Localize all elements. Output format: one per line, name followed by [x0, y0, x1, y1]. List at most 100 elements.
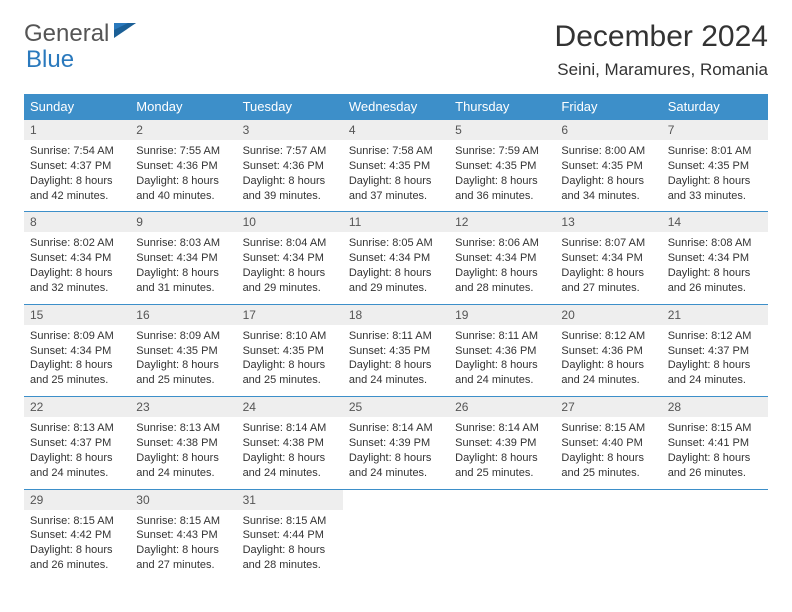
- day-detail-cell: Sunrise: 8:14 AMSunset: 4:39 PMDaylight:…: [343, 417, 449, 489]
- month-title: December 2024: [555, 20, 768, 54]
- daylight-text: Daylight: 8 hours and 25 minutes.: [243, 358, 337, 388]
- day-number: 16: [136, 308, 149, 322]
- day-detail-cell: Sunrise: 8:15 AMSunset: 4:44 PMDaylight:…: [237, 510, 343, 581]
- day-number-cell: 2: [130, 120, 236, 141]
- day-number-cell: 8: [24, 212, 130, 233]
- day-number-cell: 14: [662, 212, 768, 233]
- sunrise-text: Sunrise: 8:08 AM: [668, 236, 762, 251]
- daylight-text: Daylight: 8 hours and 42 minutes.: [30, 174, 124, 204]
- daylight-text: Daylight: 8 hours and 29 minutes.: [243, 266, 337, 296]
- day-header: Friday: [555, 94, 661, 120]
- day-number: 2: [136, 123, 143, 137]
- day-detail-cell: Sunrise: 7:57 AMSunset: 4:36 PMDaylight:…: [237, 140, 343, 212]
- sunrise-text: Sunrise: 7:54 AM: [30, 144, 124, 159]
- day-number-cell: 9: [130, 212, 236, 233]
- sunrise-text: Sunrise: 8:14 AM: [243, 421, 337, 436]
- daylight-text: Daylight: 8 hours and 25 minutes.: [561, 451, 655, 481]
- day-detail-cell: Sunrise: 8:15 AMSunset: 4:41 PMDaylight:…: [662, 417, 768, 489]
- daylight-text: Daylight: 8 hours and 24 minutes.: [668, 358, 762, 388]
- sunrise-text: Sunrise: 7:58 AM: [349, 144, 443, 159]
- week-detail-row: Sunrise: 8:15 AMSunset: 4:42 PMDaylight:…: [24, 510, 768, 581]
- week-detail-row: Sunrise: 8:09 AM Sunset: 4:34 PM Daylight:…: [24, 325, 768, 397]
- day-number: 18: [349, 308, 362, 322]
- day-number: 19: [455, 308, 468, 322]
- flag-icon: [114, 23, 136, 46]
- day-number: 23: [136, 400, 149, 414]
- week-daynum-row: 293031: [24, 489, 768, 510]
- sunset-text: Sunset: 4:34 PM: [243, 251, 337, 266]
- day-detail-cell: Sunrise: 8:12 AMSunset: 4:36 PMDaylight:…: [555, 325, 661, 397]
- day-number: 7: [668, 123, 675, 137]
- sunset-text: Sunset: 4:34 PM: [30, 251, 124, 266]
- calendar-page: General December 2024 Seini, Maramures, …: [0, 0, 792, 612]
- daylight-text: Daylight: 8 hours and 27 minutes.: [136, 543, 230, 573]
- day-header: Thursday: [449, 94, 555, 120]
- day-number-cell: 31: [237, 489, 343, 510]
- daylight-text: Daylight: 8 hours and 32 minutes.: [30, 266, 124, 296]
- daylight-text: Daylight: 8 hours and 31 minutes.: [136, 266, 230, 296]
- sunrise-text: Sunrise: 8:09 AM: [136, 329, 230, 344]
- daylight-text: Daylight: 8 hours and 25 minutes.: [455, 451, 549, 481]
- day-number: 25: [349, 400, 362, 414]
- sunrise-text: Sunrise: 8:15 AM: [668, 421, 762, 436]
- day-number: 29: [30, 493, 43, 507]
- sunset-text: Sunset: 4:36 PM: [136, 159, 230, 174]
- brand-logo: General: [24, 20, 137, 48]
- day-number: 26: [455, 400, 468, 414]
- day-number: 6: [561, 123, 568, 137]
- day-detail-cell: Sunrise: 8:08 AMSunset: 4:34 PMDaylight:…: [662, 232, 768, 304]
- day-detail-cell: Sunrise: 7:58 AMSunset: 4:35 PMDaylight:…: [343, 140, 449, 212]
- sunrise-text: Sunrise: 8:05 AM: [349, 236, 443, 251]
- day-detail-cell: Sunrise: 8:13 AMSunset: 4:38 PMDaylight:…: [130, 417, 236, 489]
- sunset-text: Sunset: 4:34 PM: [30, 344, 124, 359]
- brand-part2-wrap: Blue: [24, 46, 74, 74]
- day-detail-cell: Sunrise: 8:12 AMSunset: 4:37 PMDaylight:…: [662, 325, 768, 397]
- day-detail-cell: Sunrise: 8:03 AMSunset: 4:34 PMDaylight:…: [130, 232, 236, 304]
- sunrise-text: Sunrise: 8:00 AM: [561, 144, 655, 159]
- sunrise-text: Sunrise: 8:14 AM: [349, 421, 443, 436]
- week-daynum-row: 1234567: [24, 120, 768, 141]
- sunrise-text: Sunrise: 8:10 AM: [243, 329, 337, 344]
- week-detail-row: Sunrise: 8:13 AMSunset: 4:37 PMDaylight:…: [24, 417, 768, 489]
- sunrise-text: Sunrise: 7:57 AM: [243, 144, 337, 159]
- sunset-text: Sunset: 4:35 PM: [349, 159, 443, 174]
- day-number-cell: [449, 489, 555, 510]
- sunrise-text: Sunrise: 8:01 AM: [668, 144, 762, 159]
- day-detail-cell: Sunrise: 8:15 AMSunset: 4:43 PMDaylight:…: [130, 510, 236, 581]
- week-daynum-row: 15161718192021: [24, 304, 768, 325]
- day-number-cell: [343, 489, 449, 510]
- sunset-text: Sunset: 4:35 PM: [136, 344, 230, 359]
- day-number: 3: [243, 123, 250, 137]
- day-number-cell: [662, 489, 768, 510]
- day-number-cell: 29: [24, 489, 130, 510]
- sunrise-text: Sunrise: 8:12 AM: [561, 329, 655, 344]
- day-number-cell: [555, 489, 661, 510]
- daylight-text: Daylight: 8 hours and 27 minutes.: [561, 266, 655, 296]
- sunrise-text: Sunrise: 8:15 AM: [561, 421, 655, 436]
- day-number-cell: 11: [343, 212, 449, 233]
- day-number: 9: [136, 215, 143, 229]
- day-detail-cell: Sunrise: 8:07 AMSunset: 4:34 PMDaylight:…: [555, 232, 661, 304]
- day-number: 28: [668, 400, 681, 414]
- day-number-cell: 22: [24, 397, 130, 418]
- day-detail-cell: [449, 510, 555, 581]
- day-number-cell: 3: [237, 120, 343, 141]
- day-detail-cell: Sunrise: 8:02 AMSunset: 4:34 PMDaylight:…: [24, 232, 130, 304]
- sunrise-text: Sunrise: 7:59 AM: [455, 144, 549, 159]
- sunset-text: Sunset: 4:40 PM: [561, 436, 655, 451]
- day-detail-cell: Sunrise: 7:54 AMSunset: 4:37 PMDaylight:…: [24, 140, 130, 212]
- daylight-text: Daylight: 8 hours and 39 minutes.: [243, 174, 337, 204]
- day-header: Monday: [130, 94, 236, 120]
- week-detail-row: Sunrise: 7:54 AMSunset: 4:37 PMDaylight:…: [24, 140, 768, 212]
- sunrise-text: Sunrise: 8:03 AM: [136, 236, 230, 251]
- day-detail-cell: Sunrise: 8:00 AMSunset: 4:35 PMDaylight:…: [555, 140, 661, 212]
- day-detail-cell: [343, 510, 449, 581]
- header-row: General December 2024 Seini, Maramures, …: [24, 20, 768, 80]
- day-number-cell: 15: [24, 304, 130, 325]
- sunset-text: Sunset: 4:34 PM: [668, 251, 762, 266]
- day-number: 5: [455, 123, 462, 137]
- sunset-text: Sunset: 4:36 PM: [561, 344, 655, 359]
- daylight-text: Daylight: 8 hours and 24 minutes.: [349, 358, 443, 388]
- day-number-cell: 6: [555, 120, 661, 141]
- day-number-cell: 4: [343, 120, 449, 141]
